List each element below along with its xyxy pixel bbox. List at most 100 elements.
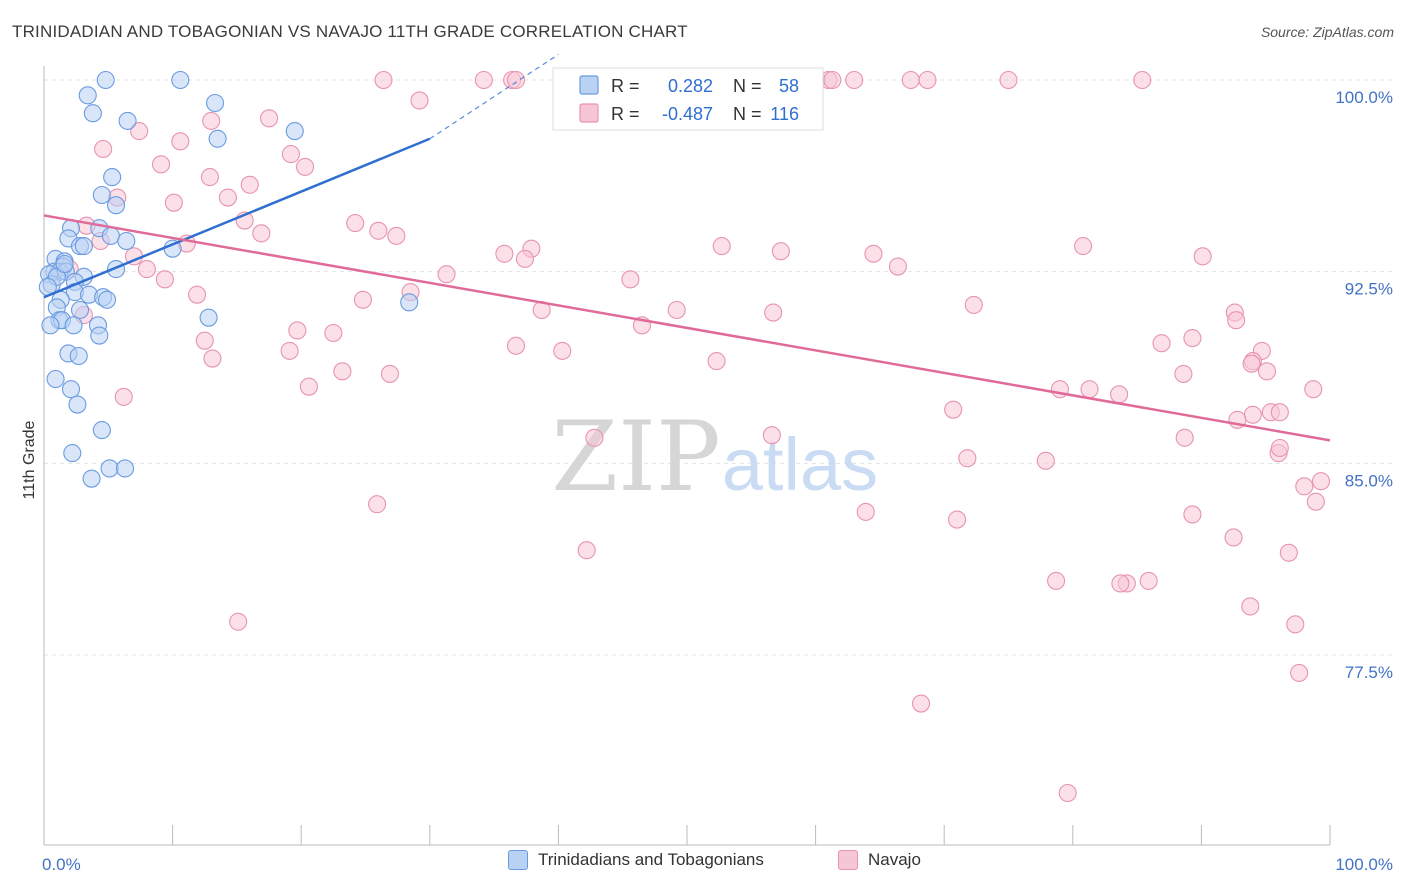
navajo-point [577, 541, 596, 560]
trinidadian-point [82, 469, 101, 488]
navajo-point [369, 221, 388, 240]
navajo-point [155, 270, 174, 289]
navajo-point [1183, 505, 1202, 524]
chart-title: TRINIDADIAN AND TOBAGONIAN VS NAVAJO 11T… [12, 22, 688, 41]
legend-item-navajo[interactable]: Navajo [838, 850, 921, 870]
stats-legend: R = 0.282 N = 58 R = -0.487 N = 116 [552, 67, 824, 131]
navajo-point [948, 510, 967, 529]
trinidadian-point [103, 168, 122, 187]
y-tick-label: 77.5% [1345, 663, 1393, 682]
navajo-point [1175, 428, 1194, 447]
navajo-point [515, 249, 535, 268]
watermark-zip: ZIP [551, 401, 720, 513]
navajo-point [1279, 543, 1298, 562]
navajo-point [1074, 237, 1093, 256]
trend-line-navajo [43, 214, 1331, 442]
navajo-point [1111, 574, 1130, 593]
x-tick-label-right: 100.0% [1335, 855, 1393, 874]
trinidadian-point [118, 111, 137, 130]
trinidadian-point [208, 129, 227, 148]
navajo-point [912, 694, 931, 713]
trinidadian-point [92, 421, 111, 440]
navajo-point [203, 349, 222, 368]
navajo-point [1139, 571, 1158, 590]
legend-swatch-pink [838, 850, 858, 870]
trinidadian-point [69, 346, 88, 366]
navajo-point [368, 495, 387, 514]
trinidadian-point [83, 104, 102, 123]
navajo-point [771, 242, 790, 261]
navajo-point [1242, 354, 1261, 373]
navajo-point [1058, 783, 1077, 803]
trinidadian-point [101, 226, 120, 245]
navajo-point [667, 300, 686, 320]
navajo-point [944, 400, 963, 419]
navajo-point [380, 364, 399, 383]
trend-line-trinidadian-extension [429, 53, 559, 140]
navajo-point [187, 285, 207, 304]
navajo-point [137, 260, 156, 279]
stats-n-label-1: N = [733, 76, 762, 96]
navajo-point [387, 226, 406, 245]
navajo-point [1183, 329, 1202, 348]
legend-label-trinidadian: Trinidadians and Tobagonians [538, 850, 764, 869]
trinidadian-point [46, 369, 65, 389]
navajo-point [333, 362, 352, 381]
navajo-point [1311, 472, 1331, 491]
trinidadian-point [171, 70, 190, 90]
trinidadian-point [78, 86, 97, 105]
navajo-point [195, 331, 214, 350]
navajo-point [94, 139, 113, 159]
navajo-point [1257, 362, 1277, 381]
navajo-point [1295, 477, 1314, 496]
navajo-point [958, 449, 977, 468]
navajo-point [114, 387, 133, 406]
trend-line-trinidadian [43, 137, 431, 299]
trinidadian-point [68, 395, 87, 414]
navajo-point [1243, 405, 1262, 424]
navajo-point [1174, 364, 1193, 383]
navajo-point [764, 303, 783, 322]
trinidadian-point [41, 316, 60, 335]
navajo-point [964, 295, 983, 314]
trinidadian-point [64, 316, 83, 335]
stats-r-value-2: -0.487 [662, 104, 713, 124]
navajo-point [374, 70, 393, 90]
navajo-point [1290, 663, 1309, 682]
navajo-point [259, 109, 279, 128]
trinidadian-point [61, 380, 81, 399]
navajo-point [240, 175, 259, 194]
legend-item-trinidadian[interactable]: Trinidadians and Tobagonians [508, 850, 764, 870]
navajo-point [585, 428, 604, 447]
navajo-point [1306, 492, 1325, 511]
navajo-point [823, 70, 842, 90]
stats-r-label-1: R = [611, 76, 640, 96]
stats-n-value-1: 58 [779, 76, 799, 96]
navajo-point [1304, 380, 1323, 399]
series-trinidadian [38, 70, 419, 488]
navajo-point [762, 426, 781, 445]
navajo-point [1227, 311, 1246, 330]
navajo-point [1286, 615, 1305, 634]
stats-swatch-blue [579, 75, 599, 95]
navajo-point [1110, 385, 1129, 404]
trinidadian-point [115, 459, 135, 478]
axes [43, 66, 1331, 846]
navajo-point [200, 168, 219, 187]
navajo-point [506, 70, 526, 90]
stats-n-value-2: 116 [770, 104, 799, 124]
navajo-point [1133, 70, 1152, 90]
trinidadian-point [100, 459, 119, 478]
trinidadian-point [400, 293, 419, 312]
navajo-point [999, 70, 1018, 90]
stats-r-label-2: R = [611, 104, 640, 124]
navajo-point [130, 122, 149, 141]
navajo-point [1047, 571, 1066, 590]
navajo-point [474, 70, 493, 90]
navajo-point [495, 244, 514, 263]
x-tick-label-left: 0.0% [42, 855, 81, 874]
trinidadian-point [63, 444, 82, 463]
navajo-point [864, 244, 883, 263]
legend-swatch-blue [508, 850, 528, 870]
y-tick-label: 100.0% [1335, 88, 1393, 107]
